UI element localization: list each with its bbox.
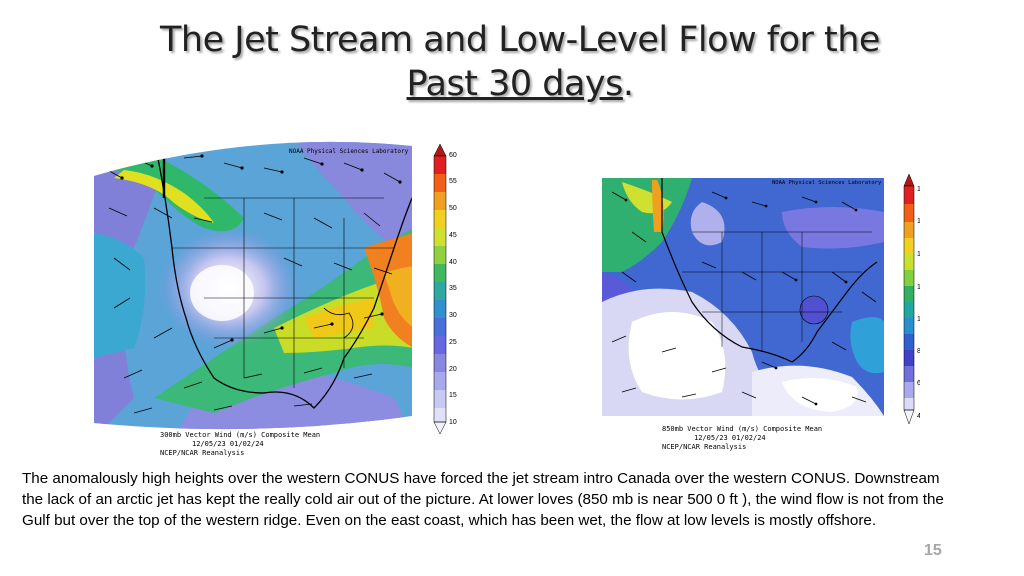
title-line-1: The Jet Stream and Low-Level Flow for th… — [160, 20, 880, 60]
map-850mb-colorbar — [903, 173, 915, 425]
map-850mb-tick-0: 18 — [917, 186, 920, 193]
map-850mb-credit: NOAA Physical Sciences Laboratory — [772, 180, 882, 186]
map-300mb-caption: 300mb Vector Wind (m/s) Composite Mean 1… — [160, 431, 320, 458]
map-300mb-image: NOAA Physical Sciences Laboratory 60 55 — [94, 141, 457, 435]
map-850mb-tick-6: 6 — [917, 380, 920, 387]
map-300mb-tick-2: 50 — [449, 205, 457, 212]
map-300mb-tick-10: 10 — [449, 419, 457, 426]
slide-title: The Jet Stream and Low-Level Flow for th… — [100, 18, 940, 106]
map-300mb-tick-0: 60 — [449, 152, 457, 159]
body-paragraph: The anomalously high heights over the we… — [22, 470, 944, 529]
map-850mb-caption: 850mb Vector Wind (m/s) Composite Mean 1… — [662, 425, 822, 452]
map-300mb-tick-5: 35 — [449, 285, 457, 292]
map-850mb-tick-2: 14 — [917, 251, 920, 258]
map-300mb-tick-9: 15 — [449, 392, 457, 399]
map-850mb-caption-line1: 850mb Vector Wind (m/s) Composite Mean — [662, 425, 823, 433]
map-300mb-caption-line2: 12/05/23 01/02/24 — [192, 440, 264, 448]
title-period: . — [622, 64, 634, 104]
map-300mb-caption-line1: 300mb Vector Wind (m/s) Composite Mean — [160, 431, 321, 439]
map-300mb-panel: NOAA Physical Sciences Laboratory 60 55 — [94, 138, 470, 470]
map-850mb-tick-3: 12 — [917, 284, 920, 291]
map-850mb-image: NOAA Physical Sciences Laboratory 18 16 … — [602, 173, 920, 425]
map-850mb-tick-1: 16 — [917, 218, 920, 225]
page-number: 15 — [924, 542, 942, 559]
map-850mb-caption-line2: 12/05/23 01/02/24 — [694, 434, 766, 442]
map-300mb-tick-6: 30 — [449, 312, 457, 319]
map-850mb-tick-4: 10 — [917, 316, 920, 323]
map-300mb-credit: NOAA Physical Sciences Laboratory — [289, 148, 409, 155]
map-300mb-tick-7: 25 — [449, 339, 457, 346]
map-300mb-tick-1: 55 — [449, 178, 457, 185]
title-underlined-text: Past 30 days — [406, 64, 624, 104]
map-300mb-tick-8: 20 — [449, 366, 457, 373]
map-850mb-caption-line3: NCEP/NCAR Reanalysis — [662, 443, 747, 451]
map-850mb-field — [602, 178, 884, 416]
map-850mb-tick-5: 8 — [917, 348, 920, 355]
map-850mb-tick-7: 4 — [917, 413, 920, 420]
map-300mb-colorbar — [433, 143, 447, 435]
map-850mb-panel: NOAA Physical Sciences Laboratory 18 16 … — [602, 172, 920, 436]
map-300mb-tick-4: 40 — [449, 259, 457, 266]
map-300mb-field — [94, 141, 412, 430]
map-300mb-tick-3: 45 — [449, 232, 457, 239]
title-line-2: Past 30 days. — [100, 62, 940, 106]
map-300mb-caption-line3: NCEP/NCAR Reanalysis — [160, 449, 245, 457]
